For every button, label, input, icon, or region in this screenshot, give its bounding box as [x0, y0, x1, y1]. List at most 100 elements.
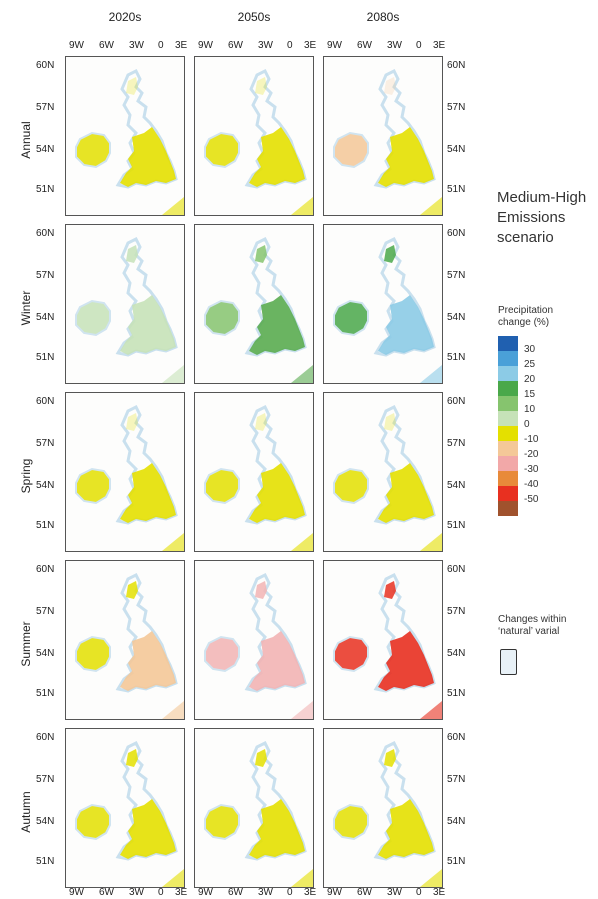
uk-map-svg — [333, 740, 442, 887]
lon-tick-bottom: 3E — [433, 887, 446, 898]
scotland-region — [126, 413, 138, 431]
lon-tick-bottom: 6W — [357, 887, 372, 898]
lon-tick-bottom: 6W — [228, 887, 243, 898]
legend-value: 20 — [524, 374, 536, 385]
map-panel-spring-2020s — [65, 392, 185, 552]
map-panel-spring-2050s — [194, 392, 314, 552]
lat-tick-right: 57N — [447, 270, 466, 281]
ireland-region — [204, 467, 240, 505]
lat-tick-left: 54N — [36, 816, 55, 827]
lat-tick-right: 54N — [447, 816, 466, 827]
scotland-region — [255, 413, 267, 431]
natural-variability-line-1: Changes within — [498, 614, 567, 625]
natural-variability-line-2: ‘natural’ varial — [498, 626, 560, 637]
continent-corner — [420, 197, 442, 215]
scenario-line-2: Emissions — [497, 209, 566, 226]
continent-corner — [162, 533, 184, 551]
england-region — [249, 631, 305, 691]
continent-corner — [291, 869, 313, 887]
scenario-line-1: Medium-High — [497, 189, 587, 206]
natural-variability-label: Changes within ‘natural’ varial — [498, 614, 598, 638]
lat-tick-right: 60N — [447, 564, 466, 575]
map-panel-summer-2020s — [65, 560, 185, 720]
lon-tick-top: 6W — [228, 40, 243, 51]
lat-tick-left: 57N — [36, 438, 55, 449]
lon-tick-bottom: 3W — [387, 887, 402, 898]
scotland-region — [255, 245, 267, 263]
continent-corner — [162, 701, 184, 719]
scotland-region — [126, 581, 138, 599]
scotland-region — [255, 581, 267, 599]
scotland-region — [126, 77, 138, 95]
legend-swatch — [498, 396, 518, 411]
legend-swatch — [498, 426, 518, 441]
lat-tick-left: 57N — [36, 606, 55, 617]
ireland-region — [204, 299, 240, 337]
lon-tick-bottom: 0 — [158, 887, 164, 898]
lat-tick-left: 54N — [36, 312, 55, 323]
legend-title-line-1: Precipitation — [498, 305, 554, 316]
legend-color-bar — [498, 336, 518, 516]
row-label-spring: Spring — [19, 458, 33, 494]
ireland-region — [75, 467, 111, 505]
ireland-region — [204, 803, 240, 841]
map-panel-summer-2050s — [194, 560, 314, 720]
lat-tick-left: 57N — [36, 774, 55, 785]
map-panel-autumn-2050s — [194, 728, 314, 888]
legend-swatch — [498, 501, 518, 516]
england-region — [249, 799, 305, 859]
map-panel-annual-2080s — [323, 56, 443, 216]
map-panel-autumn-2020s — [65, 728, 185, 888]
lon-tick-top: 6W — [99, 40, 114, 51]
legend-swatch — [498, 471, 518, 486]
lon-tick-top: 9W — [69, 40, 84, 51]
ireland-region — [75, 635, 111, 673]
lon-tick-bottom: 3W — [129, 887, 144, 898]
uk-map-svg — [204, 740, 313, 887]
england-region — [378, 463, 434, 523]
england-region — [249, 127, 305, 187]
ireland-region — [75, 131, 111, 169]
ireland-region — [75, 803, 111, 841]
legend-swatch — [498, 486, 518, 501]
legend-value: -30 — [524, 464, 539, 475]
legend-value: 30 — [524, 344, 536, 355]
continent-corner — [420, 365, 442, 383]
continent-corner — [162, 365, 184, 383]
england-region — [378, 295, 434, 355]
scenario-title: Medium-High Emissions scenario — [497, 188, 586, 248]
scotland-region — [126, 749, 138, 767]
legend-value: 25 — [524, 359, 536, 370]
lat-tick-left: 51N — [36, 688, 55, 699]
lon-tick-top: 9W — [198, 40, 213, 51]
legend-value: -10 — [524, 434, 539, 445]
lat-tick-left: 51N — [36, 856, 55, 867]
lat-tick-right: 60N — [447, 396, 466, 407]
natural-variability-swatch — [500, 649, 517, 675]
england-region — [120, 799, 176, 859]
lat-tick-right: 54N — [447, 480, 466, 491]
map-panel-annual-2050s — [194, 56, 314, 216]
england-region — [378, 127, 434, 187]
map-panel-summer-2080s — [323, 560, 443, 720]
lat-tick-left: 54N — [36, 144, 55, 155]
lon-tick-bottom: 3E — [304, 887, 317, 898]
uk-map-svg — [204, 404, 313, 551]
row-label-summer: Summer — [19, 621, 33, 667]
legend-value: -50 — [524, 494, 539, 505]
england-region — [120, 295, 176, 355]
lon-tick-top: 0 — [416, 40, 422, 51]
lon-tick-bottom: 6W — [99, 887, 114, 898]
legend-swatch — [498, 441, 518, 456]
ireland-region — [75, 299, 111, 337]
lat-tick-left: 57N — [36, 102, 55, 113]
lat-tick-left: 60N — [36, 564, 55, 575]
continent-corner — [420, 869, 442, 887]
lon-tick-bottom: 3E — [175, 887, 188, 898]
lat-tick-right: 57N — [447, 438, 466, 449]
continent-corner — [420, 533, 442, 551]
lon-tick-bottom: 3W — [258, 887, 273, 898]
ireland-region — [333, 467, 369, 505]
uk-map-svg — [333, 404, 442, 551]
lon-tick-bottom: 0 — [287, 887, 293, 898]
